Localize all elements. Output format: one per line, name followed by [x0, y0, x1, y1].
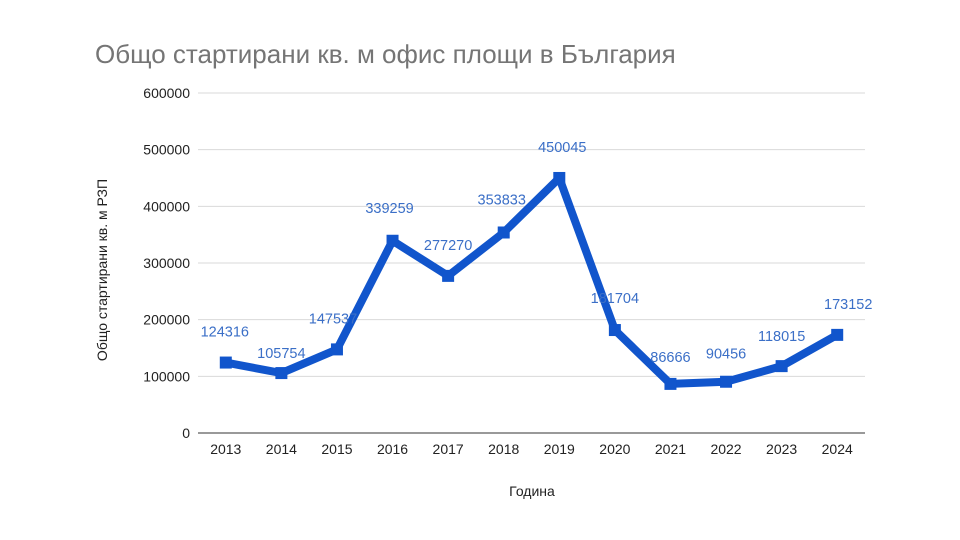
data-point — [553, 171, 566, 184]
gridlines — [198, 92, 865, 434]
data-label: 147537 — [309, 311, 357, 327]
data-point — [497, 226, 510, 239]
y-tick-label: 200000 — [143, 312, 190, 328]
data-label: 181704 — [591, 291, 639, 307]
data-point — [330, 343, 343, 356]
data-point — [442, 269, 455, 282]
data-point — [275, 367, 288, 380]
x-tick-label: 2021 — [655, 441, 686, 457]
x-tick-label: 2016 — [377, 441, 408, 457]
x-tick-label: 2018 — [488, 441, 519, 457]
data-point — [219, 356, 232, 369]
data-point — [608, 324, 621, 337]
y-tick-label: 100000 — [143, 368, 190, 384]
y-axis-title: Общо стартирани кв. м РЗП — [94, 179, 110, 361]
data-label: 339259 — [365, 201, 413, 217]
x-tick-label: 2014 — [266, 441, 297, 457]
data-label: 118015 — [758, 329, 805, 345]
x-tick-label: 2024 — [822, 441, 853, 457]
y-axis-ticks: 0 100000 200000 300000 400000 500000 600000 — [143, 85, 190, 441]
data-point — [831, 328, 844, 341]
data-point — [775, 360, 788, 373]
x-axis-ticks: 2013 2014 2015 2016 2017 2018 2019 2020 2021 2022… — [210, 441, 853, 457]
data-label: 353833 — [478, 192, 526, 208]
chart-title: Общо стартирани кв. м офис площи в Бълга… — [95, 39, 676, 69]
series-line — [221, 173, 842, 388]
x-tick-label: 2023 — [766, 441, 797, 457]
data-point — [664, 377, 677, 390]
x-axis-title: Година — [509, 483, 555, 499]
y-tick-label: 500000 — [143, 142, 190, 158]
x-tick-label: 2015 — [321, 441, 352, 457]
data-labels: 124316 105754 147537 339259 277270 353833 4500… — [201, 140, 873, 366]
y-tick-label: 400000 — [143, 198, 190, 214]
x-tick-label: 2020 — [599, 441, 630, 457]
data-label: 450045 — [538, 140, 586, 156]
x-tick-label: 2013 — [210, 441, 241, 457]
data-point — [386, 234, 399, 247]
data-label: 173152 — [824, 297, 872, 313]
y-tick-label: 0 — [182, 425, 190, 441]
x-tick-label: 2022 — [710, 441, 741, 457]
data-label: 277270 — [424, 238, 472, 254]
data-label: 124316 — [201, 325, 249, 341]
x-tick-label: 2019 — [544, 441, 575, 457]
y-tick-label: 300000 — [143, 255, 190, 271]
series-layer — [219, 171, 844, 390]
data-label: 90456 — [706, 347, 746, 363]
data-label: 86666 — [650, 350, 690, 366]
data-point — [720, 375, 733, 388]
x-tick-label: 2017 — [433, 441, 464, 457]
y-tick-label: 600000 — [143, 85, 190, 101]
data-label: 105754 — [257, 346, 305, 362]
